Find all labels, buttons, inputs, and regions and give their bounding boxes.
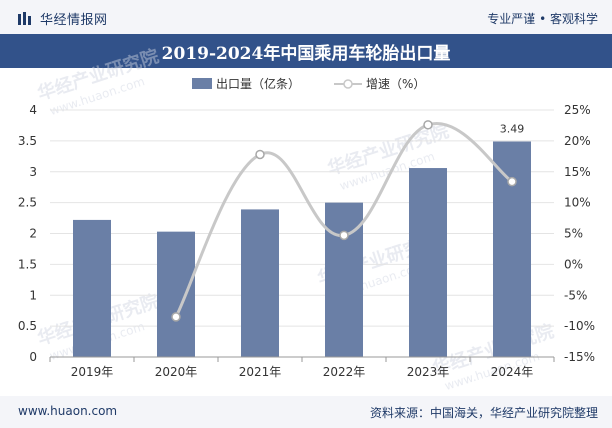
x-tick-label: 2024年 — [491, 365, 534, 379]
y-right-tick-label: 20% — [564, 134, 591, 148]
y-right-tick-label: 5% — [564, 227, 583, 241]
watermarks: 华经产业研究院www.huaon.com华经产业研究院www.huaon.com… — [35, 45, 557, 393]
y-left-tick-label: 0.5 — [18, 319, 37, 333]
y-right-tick-label: 15% — [564, 165, 591, 179]
y-left-tick-label: 3.5 — [18, 134, 37, 148]
y-right-tick-label: -5% — [564, 288, 587, 302]
site-url[interactable]: www.huaon.com — [18, 404, 118, 418]
brand-name: 华经情报网 — [40, 13, 108, 28]
y-left-tick-label: 2.5 — [18, 196, 37, 210]
legend-bar-swatch — [192, 78, 212, 89]
y-left-tick-label: 3 — [29, 165, 37, 179]
growth-point — [507, 176, 517, 187]
bar — [493, 141, 531, 357]
growth-point — [423, 120, 433, 130]
bar — [73, 219, 111, 357]
x-tick-label: 2021年 — [239, 365, 282, 379]
brand-logo-icon — [18, 11, 31, 25]
x-tick-label: 2022年 — [323, 365, 366, 379]
top-bar: 华经情报网 专业严谨 • 客观科学 — [0, 0, 612, 34]
y-right-tick-label: 10% — [564, 196, 591, 210]
y-left-tick-label: 2 — [29, 227, 37, 241]
tagline: 专业严谨 • 客观科学 — [487, 12, 598, 26]
chart-title: 2019-2024年中国乘用车轮胎出口量 — [161, 43, 451, 64]
y-left-tick-label: 0 — [29, 350, 37, 364]
growth-point — [255, 149, 265, 160]
growth-line — [171, 120, 517, 322]
y-right-tick-label: -10% — [564, 319, 595, 333]
axes: 0 0.5 1 1.5 2 2.5 3 3.5 4 -15% -10% -5% 0% 5% 10% 15% 20… — [18, 103, 595, 379]
growth-point — [339, 230, 349, 241]
y-left-tick-label: 1.5 — [18, 257, 37, 271]
legend-bar-label: 出口量（亿条） — [216, 76, 300, 91]
legend: 出口量（亿条） 增速（%） — [192, 76, 425, 91]
data-labels: 3.49 — [500, 122, 525, 135]
footer-bar: www.huaon.com 资料来源：中国海关，华经产业研究院整理 — [0, 396, 612, 428]
x-tick-label: 2023年 — [407, 365, 450, 379]
bar — [241, 209, 279, 357]
y-left-tick-label: 1 — [29, 288, 37, 302]
y-right-tick-label: -15% — [564, 350, 595, 364]
chart: 华经产业研究院www.huaon.com华经产业研究院www.huaon.com… — [18, 45, 595, 393]
bar — [325, 202, 363, 357]
gridlines — [50, 109, 554, 358]
x-tick-label: 2019年 — [71, 365, 114, 379]
data-label: 3.49 — [500, 122, 525, 135]
x-tick-label: 2020年 — [155, 365, 198, 379]
growth-point — [171, 312, 181, 322]
legend-line-label: 增速（%） — [366, 77, 425, 91]
bar — [409, 168, 447, 357]
y-right-tick-label: 0% — [564, 257, 583, 271]
title-bar: 2019-2024年中国乘用车轮胎出口量 — [0, 34, 612, 68]
brand[interactable]: 华经情报网 — [18, 9, 108, 28]
bar — [157, 231, 195, 357]
source-note: 资料来源：中国海关，华经产业研究院整理 — [369, 406, 598, 420]
legend-line-marker — [343, 79, 353, 89]
y-right-tick-label: 25% — [564, 103, 591, 117]
y-left-tick-label: 4 — [29, 103, 37, 117]
